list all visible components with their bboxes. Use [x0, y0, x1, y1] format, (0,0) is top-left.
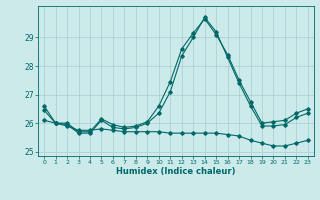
X-axis label: Humidex (Indice chaleur): Humidex (Indice chaleur)	[116, 167, 236, 176]
